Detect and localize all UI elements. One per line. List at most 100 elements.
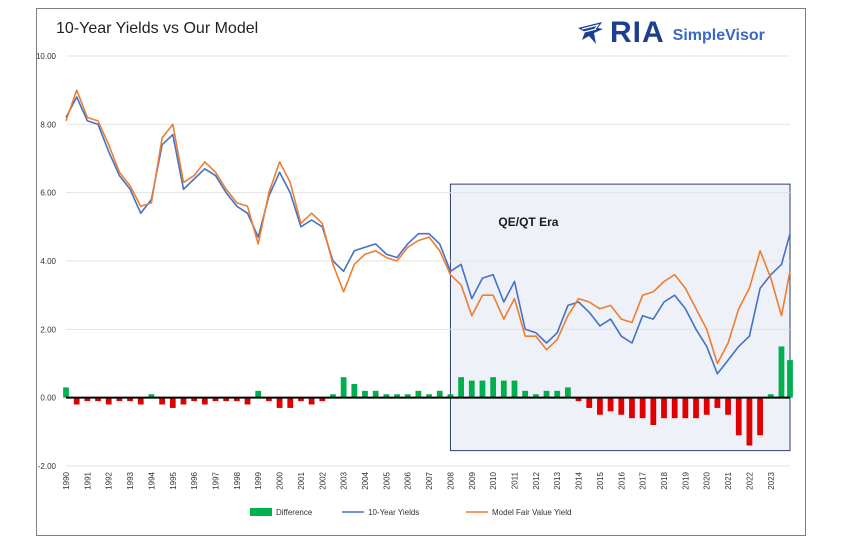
axes: 10.00 8.00 6.00 4.00 2.00 0.00 -2.00 1990 1991 19…: [36, 52, 790, 490]
difference-bar: [787, 360, 793, 398]
x-tick-label: 2017: [639, 471, 648, 489]
y-tick-label: 6.00: [40, 189, 56, 198]
difference-bar: [671, 397, 678, 419]
difference-bar: [180, 397, 187, 405]
x-tick-label: 2012: [532, 471, 541, 489]
difference-bar: [191, 397, 198, 402]
difference-bar: [490, 377, 497, 398]
difference-bar: [415, 390, 422, 398]
difference-bar: [95, 397, 101, 402]
difference-bar: [233, 397, 240, 402]
difference-bar: [266, 397, 272, 402]
x-tick-label: 2003: [340, 471, 349, 489]
difference-bar: [137, 397, 144, 405]
legend-label: Difference: [276, 508, 313, 517]
qe-qt-label: QE/QT Era: [498, 215, 558, 229]
difference-bar: [597, 397, 603, 415]
x-tick-label: 2018: [660, 471, 669, 489]
x-tick-label: 1995: [169, 471, 178, 489]
difference-bar: [105, 397, 112, 405]
difference-bar: [778, 346, 785, 398]
difference-bar: [330, 394, 336, 398]
x-tick-label: 1994: [147, 471, 156, 489]
x-tick-label: 2013: [553, 471, 562, 489]
x-tick-label: 2021: [724, 471, 733, 489]
difference-bar: [340, 377, 347, 398]
x-tick-label: 1993: [126, 471, 135, 489]
difference-bar: [372, 390, 379, 398]
brand-ria: RIA: [610, 16, 665, 49]
difference-bar: [223, 397, 230, 402]
difference-bar: [383, 394, 390, 398]
eagle-logo-icon: [578, 22, 603, 44]
legend-label: 10-Year Yields: [368, 508, 419, 517]
difference-bar: [468, 380, 475, 398]
x-tick-label: 2022: [745, 471, 754, 489]
difference-bar: [629, 397, 635, 419]
x-tick-label: 1991: [83, 471, 92, 489]
difference-bar: [650, 397, 657, 425]
y-tick-label: 8.00: [40, 120, 56, 129]
difference-bar: [639, 397, 646, 419]
difference-bar: [554, 390, 561, 398]
x-tick-label: 2008: [446, 471, 455, 489]
difference-bar: [661, 397, 667, 419]
x-tick-label: 2015: [596, 471, 605, 489]
difference-bars: [63, 346, 793, 446]
brand-logo: RIA SimpleVisor: [576, 16, 765, 50]
difference-bar: [458, 377, 464, 398]
difference-bar: [404, 394, 411, 398]
x-tick-label: 2005: [382, 471, 391, 489]
difference-bar: [351, 384, 358, 398]
difference-bar: [287, 397, 294, 408]
x-tick-label: 2002: [318, 471, 327, 489]
difference-bar: [244, 397, 251, 405]
model-fair-value-line: [65, 89, 791, 365]
difference-bar: [543, 390, 550, 398]
difference-bar: [394, 394, 400, 398]
x-tick-label: 1990: [62, 471, 71, 489]
difference-bar: [500, 380, 507, 398]
x-tick-label: 2011: [510, 471, 519, 489]
difference-bar: [426, 394, 432, 398]
difference-bar: [575, 397, 582, 402]
x-tick-label: 2019: [681, 471, 690, 489]
x-tick-label: 2009: [468, 471, 477, 489]
difference-bar: [436, 390, 443, 398]
difference-bar: [73, 397, 80, 405]
difference-bar: [565, 387, 571, 398]
y-tick-label: 0.00: [40, 394, 56, 403]
y-tick-label: 10.00: [36, 52, 57, 61]
x-tick-label: 2020: [703, 471, 712, 489]
difference-bar: [532, 394, 539, 398]
yield-lines: [65, 89, 791, 375]
difference-bar: [63, 387, 69, 398]
difference-bar: [201, 397, 208, 405]
x-tick-label: 1998: [233, 471, 242, 489]
difference-bar: [276, 397, 283, 408]
ten-year-yield-line: [65, 96, 791, 375]
x-tick-label: 2014: [575, 471, 584, 489]
y-tick-label: 2.00: [40, 325, 56, 334]
gridlines: [66, 55, 790, 467]
difference-bar: [127, 397, 133, 402]
difference-bar: [84, 397, 91, 402]
difference-bar: [682, 397, 689, 419]
difference-bar: [255, 390, 262, 398]
x-tick-label: 1992: [105, 471, 114, 489]
difference-bar: [618, 397, 625, 415]
y-tick-label: -2.00: [38, 462, 57, 471]
difference-bar: [159, 397, 165, 405]
x-tick-label: 2010: [489, 471, 498, 489]
x-tick-label: 1996: [190, 471, 199, 489]
difference-bar: [522, 390, 529, 398]
difference-bar: [511, 380, 518, 398]
difference-bar: [212, 397, 219, 402]
x-tick-label: 2004: [361, 471, 370, 489]
difference-bar: [746, 397, 753, 446]
brand-simplevisor: SimpleVisor: [672, 27, 765, 44]
x-tick-label: 2006: [404, 471, 413, 489]
chart-title: 10-Year Yields vs Our Model: [56, 20, 259, 37]
x-tick-label: 2001: [297, 471, 306, 489]
